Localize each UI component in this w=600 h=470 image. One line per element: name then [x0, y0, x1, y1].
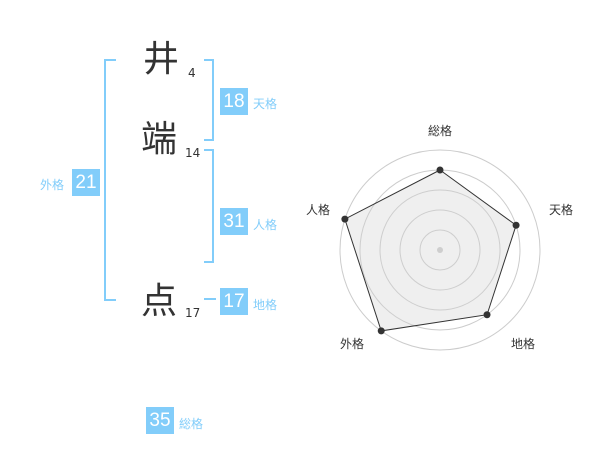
radar-ring — [419, 229, 461, 271]
stroke-count-1: 4 — [188, 66, 196, 80]
kanji-3: 点 — [141, 281, 178, 322]
kanji-1: 井 — [143, 39, 180, 80]
gaikaku-bracket — [104, 59, 116, 301]
stroke-count-2: 14 — [185, 146, 201, 160]
radar-point-1 — [512, 221, 520, 229]
chikaku-label: 地格 — [253, 298, 278, 312]
jinkaku-bracket — [204, 149, 214, 263]
radar-point-3 — [377, 327, 385, 335]
radar-point-4 — [341, 215, 349, 223]
axis-label-jinkaku: 人格 — [306, 203, 331, 217]
stroke-count-3: 17 — [185, 306, 201, 320]
chikaku-value: 17 — [220, 288, 248, 315]
soukaku-value: 35 — [146, 407, 174, 434]
radar-point-0 — [436, 166, 444, 174]
axis-label-gaikaku: 外格 — [340, 337, 365, 351]
gaikaku-value: 21 — [72, 169, 100, 196]
jinkaku-value: 31 — [220, 208, 248, 235]
radar-ring — [399, 209, 481, 291]
kanji-2: 端 — [141, 119, 178, 160]
chikaku-connector — [204, 298, 216, 300]
radar-polygon — [344, 169, 517, 332]
axis-label-tenkaku: 天格 — [549, 203, 574, 217]
radar-point-2 — [483, 311, 491, 319]
jinkaku-label: 人格 — [253, 218, 278, 232]
tenkaku-bracket — [204, 59, 214, 141]
radar-center — [437, 247, 443, 253]
tenkaku-value: 18 — [220, 88, 248, 115]
soukaku-label: 総格 — [179, 417, 204, 431]
axis-label-chikaku: 地格 — [511, 337, 536, 351]
radar-ring — [339, 149, 541, 351]
radar-ring — [379, 189, 501, 311]
gaikaku-label: 外格 — [40, 178, 65, 192]
axis-label-soukaku: 総格 — [428, 124, 453, 138]
tenkaku-label: 天格 — [253, 97, 278, 111]
